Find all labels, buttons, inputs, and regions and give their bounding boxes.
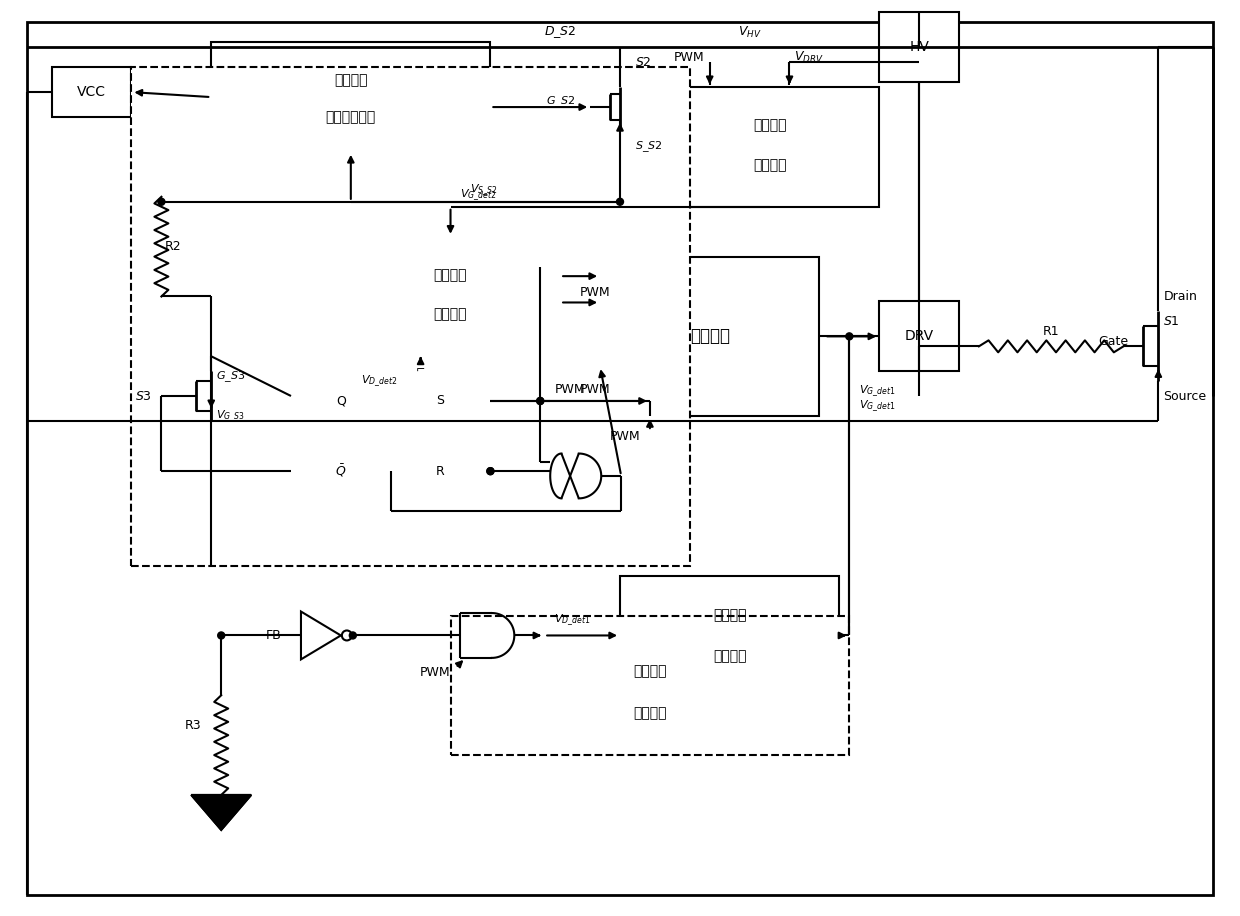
Text: 高压启动: 高压启动 [334, 73, 367, 88]
Bar [211, 42, 490, 152]
Text: $V_{HV}$: $V_{HV}$ [738, 25, 761, 39]
Text: 控制电路: 控制电路 [713, 649, 746, 663]
Text: $S1$: $S1$ [1163, 315, 1180, 328]
Bar [52, 67, 131, 117]
Text: 检测电路: 检测电路 [634, 706, 667, 720]
Bar [879, 301, 959, 371]
Text: 漏极电压: 漏极电压 [634, 664, 667, 679]
Bar [450, 616, 849, 755]
Text: $V_{S\_S2}$: $V_{S\_S2}$ [470, 182, 498, 198]
Bar [341, 236, 560, 356]
Text: $S3$: $S3$ [135, 389, 151, 403]
Text: R: R [436, 464, 445, 477]
Text: PWM: PWM [580, 383, 611, 396]
Text: $G\_S3$: $G\_S3$ [216, 369, 246, 384]
Text: $V_{DRV}$: $V_{DRV}$ [795, 49, 825, 65]
Text: 检测电路: 检测电路 [753, 158, 786, 172]
Text: $D\_S2$: $D\_S2$ [544, 25, 577, 40]
Text: PWM: PWM [580, 286, 611, 299]
Text: $V_{G\_det1}$: $V_{G\_det1}$ [859, 398, 895, 414]
Text: $V_{G\_det1}$: $V_{G\_det1}$ [859, 384, 895, 399]
Text: 关断电流: 关断电流 [434, 268, 467, 282]
Circle shape [350, 632, 356, 639]
Circle shape [537, 398, 543, 405]
Circle shape [537, 398, 543, 405]
Text: Drain: Drain [1163, 290, 1198, 303]
Bar [879, 12, 959, 82]
Text: 开通电流: 开通电流 [713, 608, 746, 622]
Text: FB: FB [265, 629, 281, 642]
Bar [660, 87, 879, 207]
Polygon shape [191, 795, 252, 830]
Text: HV: HV [909, 40, 929, 54]
Circle shape [616, 198, 624, 205]
Circle shape [218, 632, 224, 639]
Text: $V_{D\_det1}$: $V_{D\_det1}$ [554, 613, 590, 628]
Text: S: S [436, 395, 445, 408]
Bar [131, 67, 689, 566]
Bar [620, 575, 839, 695]
Text: PWM: PWM [609, 430, 640, 442]
Text: PWM: PWM [675, 50, 704, 64]
Text: VCC: VCC [77, 85, 107, 99]
Text: PWM: PWM [554, 383, 585, 396]
Bar [291, 356, 490, 516]
Text: 栅极电压: 栅极电压 [753, 118, 786, 133]
Text: 驱动电路: 驱动电路 [689, 327, 729, 345]
Text: DRV: DRV [904, 330, 934, 344]
Text: $V_{D\_det2}$: $V_{D\_det2}$ [361, 374, 397, 389]
Text: Gate: Gate [1099, 335, 1128, 348]
Bar [600, 256, 820, 416]
Circle shape [487, 468, 494, 474]
Text: $V_{G\_S3}$: $V_{G\_S3}$ [216, 409, 246, 424]
Text: $V_{G\_det2}$: $V_{G\_det2}$ [460, 187, 497, 202]
Circle shape [157, 198, 165, 205]
Text: ⌐: ⌐ [415, 366, 425, 376]
Text: R1: R1 [1043, 325, 1059, 338]
Text: Q: Q [336, 395, 346, 408]
Circle shape [846, 333, 853, 340]
Text: PWM: PWM [420, 666, 450, 680]
Text: Source: Source [1163, 389, 1207, 403]
Text: R2: R2 [165, 240, 181, 253]
Text: $S2$: $S2$ [635, 56, 651, 69]
Polygon shape [191, 795, 252, 830]
Text: 控制电路: 控制电路 [434, 308, 467, 322]
Text: $S\_S2$: $S\_S2$ [635, 139, 662, 155]
Circle shape [487, 468, 494, 474]
Text: $\bar{Q}$: $\bar{Q}$ [335, 463, 346, 479]
Text: $G\_S2$: $G\_S2$ [546, 94, 575, 110]
Text: 供电控制电路: 供电控制电路 [326, 110, 376, 124]
Text: R3: R3 [185, 719, 201, 732]
